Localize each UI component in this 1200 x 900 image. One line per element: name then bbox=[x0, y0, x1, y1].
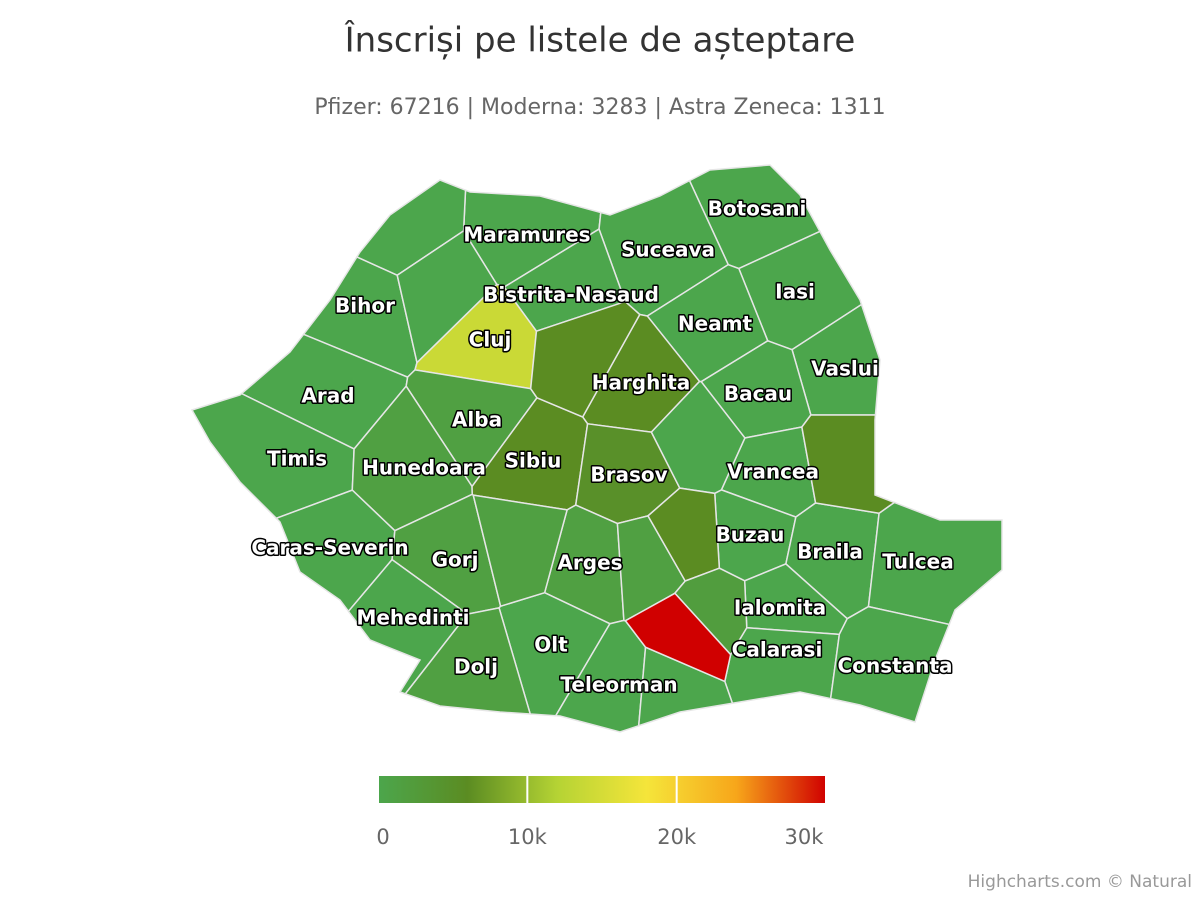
region-label: Brasov bbox=[590, 463, 667, 487]
region-label: Vrancea bbox=[727, 460, 819, 484]
region bbox=[829, 605, 951, 723]
region-label: Braila bbox=[797, 540, 863, 564]
region-label: Vaslui bbox=[811, 357, 879, 381]
region-label: Hunedoara bbox=[362, 456, 486, 480]
region-label: Caras-Severin bbox=[251, 536, 408, 560]
region-label: Mehedinti bbox=[356, 606, 469, 630]
color-axis-label: 30k bbox=[785, 825, 825, 849]
region bbox=[867, 501, 1003, 626]
region bbox=[637, 646, 734, 727]
region-label: Olt bbox=[534, 633, 568, 657]
region-label: Suceava bbox=[621, 238, 715, 262]
region-label: Bacau bbox=[724, 382, 792, 406]
region-label: Ialomita bbox=[734, 596, 826, 620]
region-label: Iasi bbox=[775, 280, 815, 304]
chart-subtitle: Pfizer: 67216 | Moderna: 3283 | Astra Ze… bbox=[314, 95, 885, 120]
color-axis-label: 10k bbox=[508, 825, 548, 849]
region-label: Bihor bbox=[335, 294, 395, 318]
region-label: Harghita bbox=[592, 371, 691, 395]
region bbox=[650, 380, 746, 495]
region-label: Arges bbox=[557, 551, 622, 575]
region-label: Maramures bbox=[463, 223, 590, 247]
region-label: Tulcea bbox=[882, 550, 953, 574]
color-axis-label: 20k bbox=[657, 825, 697, 849]
region-label: Arad bbox=[301, 384, 354, 408]
credits: Highcharts.com © Natural bbox=[968, 872, 1192, 892]
region-label: Constanta bbox=[838, 654, 953, 678]
region-label: Botosani bbox=[708, 197, 807, 221]
region-label: Gorj bbox=[432, 548, 479, 572]
chart-title: Înscriși pe listele de așteptare bbox=[344, 20, 856, 61]
region bbox=[472, 494, 569, 608]
region bbox=[647, 487, 721, 582]
color-axis-label: 0 bbox=[376, 825, 389, 849]
labels: Maramures Botosani Suceava Bihor Bistrita-Na… bbox=[250, 195, 955, 698]
region-label: Buzau bbox=[716, 523, 785, 547]
region bbox=[347, 558, 469, 695]
region bbox=[404, 607, 532, 715]
region bbox=[801, 414, 896, 514]
region bbox=[529, 300, 641, 418]
region-label: Sibiu bbox=[505, 449, 562, 473]
region-label: Timis bbox=[267, 447, 327, 471]
region-label: Alba bbox=[452, 408, 502, 432]
region-label: Cluj bbox=[469, 328, 512, 352]
region bbox=[396, 229, 498, 365]
color-axis bbox=[378, 776, 826, 803]
region-label: Bistrita-Nasaud bbox=[483, 283, 659, 307]
region bbox=[624, 592, 732, 683]
region-label: Neamt bbox=[678, 312, 753, 336]
region bbox=[355, 179, 467, 277]
map bbox=[190, 164, 1003, 733]
region-label: Dolj bbox=[454, 655, 498, 679]
region-label: Teleorman bbox=[560, 673, 677, 697]
region-label: Calarasi bbox=[732, 638, 823, 662]
